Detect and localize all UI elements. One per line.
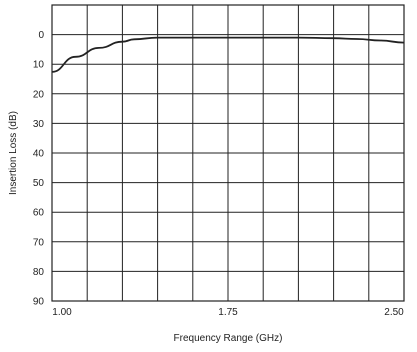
y-tick-labels: 0 10 20 30 40 50 60 70 80 90 — [33, 30, 45, 307]
y-tick-label: 60 — [33, 208, 45, 219]
series-line-0 — [51, 36, 405, 73]
x-tick-label: 2.50 — [384, 307, 404, 318]
plot-frame — [51, 4, 405, 302]
x-tick-label: 1.00 — [52, 307, 72, 318]
series-group — [51, 36, 405, 73]
x-axis-label: Frequency Range (GHz) — [174, 333, 283, 344]
y-tick-label: 20 — [33, 89, 45, 100]
x-tick-labels: 1.00 1.75 2.50 — [52, 307, 404, 318]
y-tick-label: 10 — [33, 60, 45, 71]
x-tick-label: 1.75 — [218, 307, 238, 318]
y-tick-label: 50 — [33, 178, 45, 189]
y-tick-label: 0 — [38, 30, 44, 41]
y-tick-label: 70 — [33, 237, 45, 248]
y-axis-label: Insertion Loss (dB) — [8, 111, 19, 195]
y-tick-label: 90 — [33, 297, 45, 308]
y-tick-label: 80 — [33, 267, 45, 278]
grid — [52, 5, 404, 301]
y-tick-label: 30 — [33, 119, 45, 130]
y-tick-label: 40 — [33, 149, 45, 160]
